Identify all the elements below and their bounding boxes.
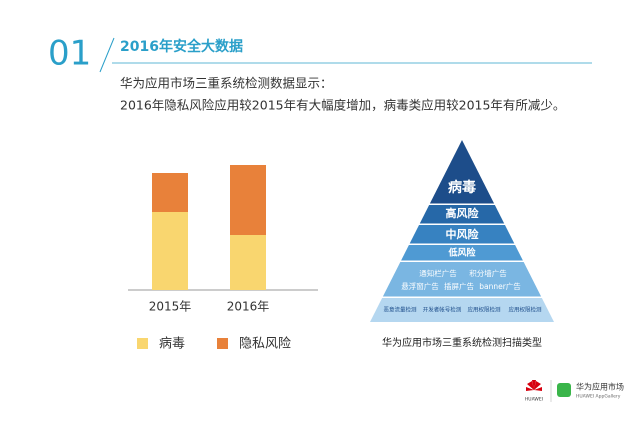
- pyramid-layer: [370, 298, 554, 322]
- bar-segment: [152, 173, 188, 212]
- layer-label: 低风险: [447, 247, 476, 259]
- pyramid-layer: [401, 245, 523, 261]
- ad-label: banner广告: [479, 281, 521, 291]
- check-label: 应用权限检测: [508, 306, 542, 314]
- app-name: 华为应用市场: [576, 382, 624, 392]
- app-name-en: HUAWEI AppGallery: [576, 394, 621, 400]
- slide-title: 2016年安全大数据: [120, 38, 243, 55]
- legend-label: 病毒: [159, 337, 185, 352]
- layer-label: 病毒: [448, 179, 476, 196]
- check-label: 开发者帐号检测: [423, 306, 462, 314]
- pyramid-layer: [429, 140, 495, 204]
- check-label: 恶意流量检测: [383, 306, 417, 314]
- intro-line: 华为应用市场三重系统检测数据显示：: [120, 76, 333, 91]
- pyramid-caption: 华为应用市场三重系统检测扫描类型: [382, 336, 542, 349]
- bar-segment: [230, 165, 266, 235]
- ad-label: 插屏广告: [444, 281, 474, 291]
- ad-label: 通知栏广告: [419, 268, 457, 278]
- x-tick-label: 2016年: [227, 300, 270, 314]
- legend-label: 隐私风险: [239, 337, 291, 352]
- layer-label: 中风险: [446, 227, 480, 241]
- app-icon: [557, 383, 571, 397]
- legend-swatch: [137, 338, 148, 349]
- bar-segment: [152, 212, 188, 290]
- intro-line: 2016年隐私风险应用较2015年有大幅度增加，病毒类应用较2015年有所减少。: [120, 98, 565, 113]
- ad-label: 悬浮窗广告: [401, 281, 439, 291]
- pyramid-layer: [409, 225, 515, 244]
- legend-swatch: [217, 338, 228, 349]
- brand: HUAWEI: [525, 397, 543, 403]
- ad-label: 积分墙广告: [469, 268, 507, 278]
- pyramid-layer: [382, 262, 542, 297]
- footer: HUAWEI 华为应用市场 HUAWEI AppGallery: [525, 380, 624, 403]
- section-number: 01: [48, 34, 91, 74]
- bar-segment: [230, 235, 266, 290]
- check-label: 应用权限检测: [467, 306, 501, 314]
- pyramid-layer: [419, 205, 505, 224]
- slash: [99, 37, 115, 73]
- huawei-logo: [526, 380, 542, 391]
- layer-label: 高风险: [446, 206, 480, 220]
- x-tick-label: 2015年: [149, 300, 192, 314]
